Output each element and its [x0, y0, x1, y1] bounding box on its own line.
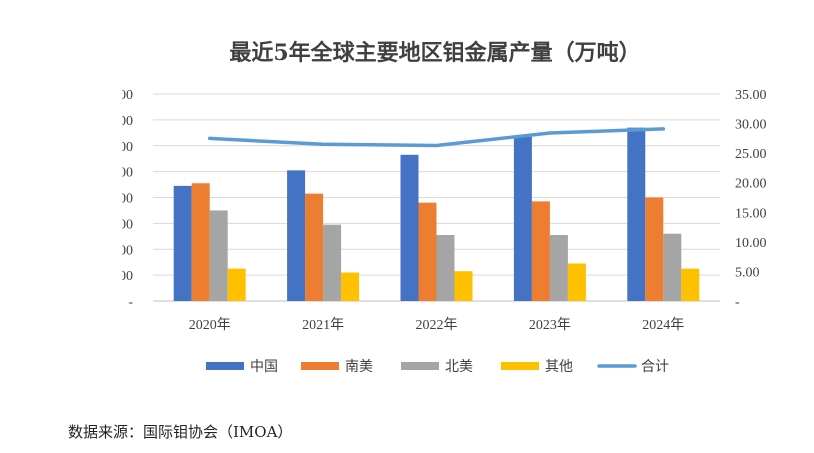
- bar-北美: [663, 233, 682, 301]
- y-right-tick-label: 5.00: [735, 265, 760, 280]
- bar-中国: [627, 127, 646, 301]
- x-tick-label: 2022年: [416, 317, 458, 333]
- bar-南美: [305, 193, 324, 301]
- legend-label: 中国: [250, 359, 278, 375]
- bar-南美: [531, 201, 550, 301]
- x-tick-label: 2023年: [529, 317, 571, 333]
- legend-label: 合计: [641, 359, 669, 375]
- x-tick-label: 2024年: [642, 317, 684, 333]
- legend-swatch-其他: [501, 362, 539, 370]
- y-right-tick-label: 25.00: [735, 147, 767, 162]
- bar-北美: [436, 235, 455, 301]
- y-left-tick-label: 12.00: [122, 140, 133, 155]
- line-合计: [207, 127, 666, 148]
- y-left-tick-label: 14.00: [122, 114, 133, 129]
- bar-南美: [418, 202, 437, 301]
- y-left-tick-label: 16.00: [122, 88, 133, 103]
- y-left-tick-label: 10.00: [122, 166, 133, 181]
- chart-title: 最近5年全球主要地区钼金属产量（万吨）: [229, 40, 640, 66]
- y-left-tick-label: 4.00: [122, 243, 133, 258]
- bar-其他: [454, 271, 473, 301]
- bar-中国: [173, 185, 192, 301]
- legend-swatch-北美: [401, 362, 439, 370]
- chart: 最近5年全球主要地区钼金属产量（万吨） - 2.00 4.00 6.00 8.00 10.0…: [122, 40, 767, 375]
- y-left-tick-label: 2.00: [122, 269, 133, 284]
- y-right-tick-label: 20.00: [735, 177, 767, 192]
- bar-北美: [323, 224, 342, 301]
- bar-其他: [567, 263, 586, 301]
- y-left-tick-label: 8.00: [122, 192, 133, 207]
- legend-label: 南美: [345, 359, 373, 375]
- legend-swatch-中国: [206, 362, 244, 370]
- y-right-tick-label: 35.00: [735, 88, 767, 103]
- legend-swatch-南美: [301, 362, 339, 370]
- y-left-tick-label: -: [128, 295, 133, 310]
- bar-其他: [681, 268, 700, 301]
- bar-其他: [341, 272, 360, 301]
- bar-北美: [209, 210, 228, 301]
- y-left-tick-label: 6.00: [122, 217, 133, 232]
- y-right-tick-label: 30.00: [735, 118, 767, 133]
- bar-南美: [645, 197, 664, 301]
- y-right-tick-label: 10.00: [735, 236, 767, 251]
- legend-label: 其他: [545, 359, 573, 375]
- x-tick-label: 2021年: [302, 317, 344, 333]
- y-right-tick-label: 15.00: [735, 206, 767, 221]
- x-tick-label: 2020年: [189, 317, 231, 333]
- bar-南美: [191, 183, 210, 301]
- bar-中国: [400, 154, 419, 301]
- source-note: 数据来源：国际钼协会（IMOA）: [68, 423, 293, 441]
- bar-中国: [287, 170, 306, 301]
- bar-中国: [513, 136, 532, 301]
- y-right-tick-label: -: [735, 295, 740, 310]
- bar-其他: [227, 268, 246, 301]
- legend-label: 北美: [445, 359, 473, 375]
- bar-北美: [549, 235, 568, 301]
- chart-panel: 最近5年全球主要地区钼金属产量（万吨） - 2.00 4.00 6.00 8.00 10.0…: [122, 18, 814, 396]
